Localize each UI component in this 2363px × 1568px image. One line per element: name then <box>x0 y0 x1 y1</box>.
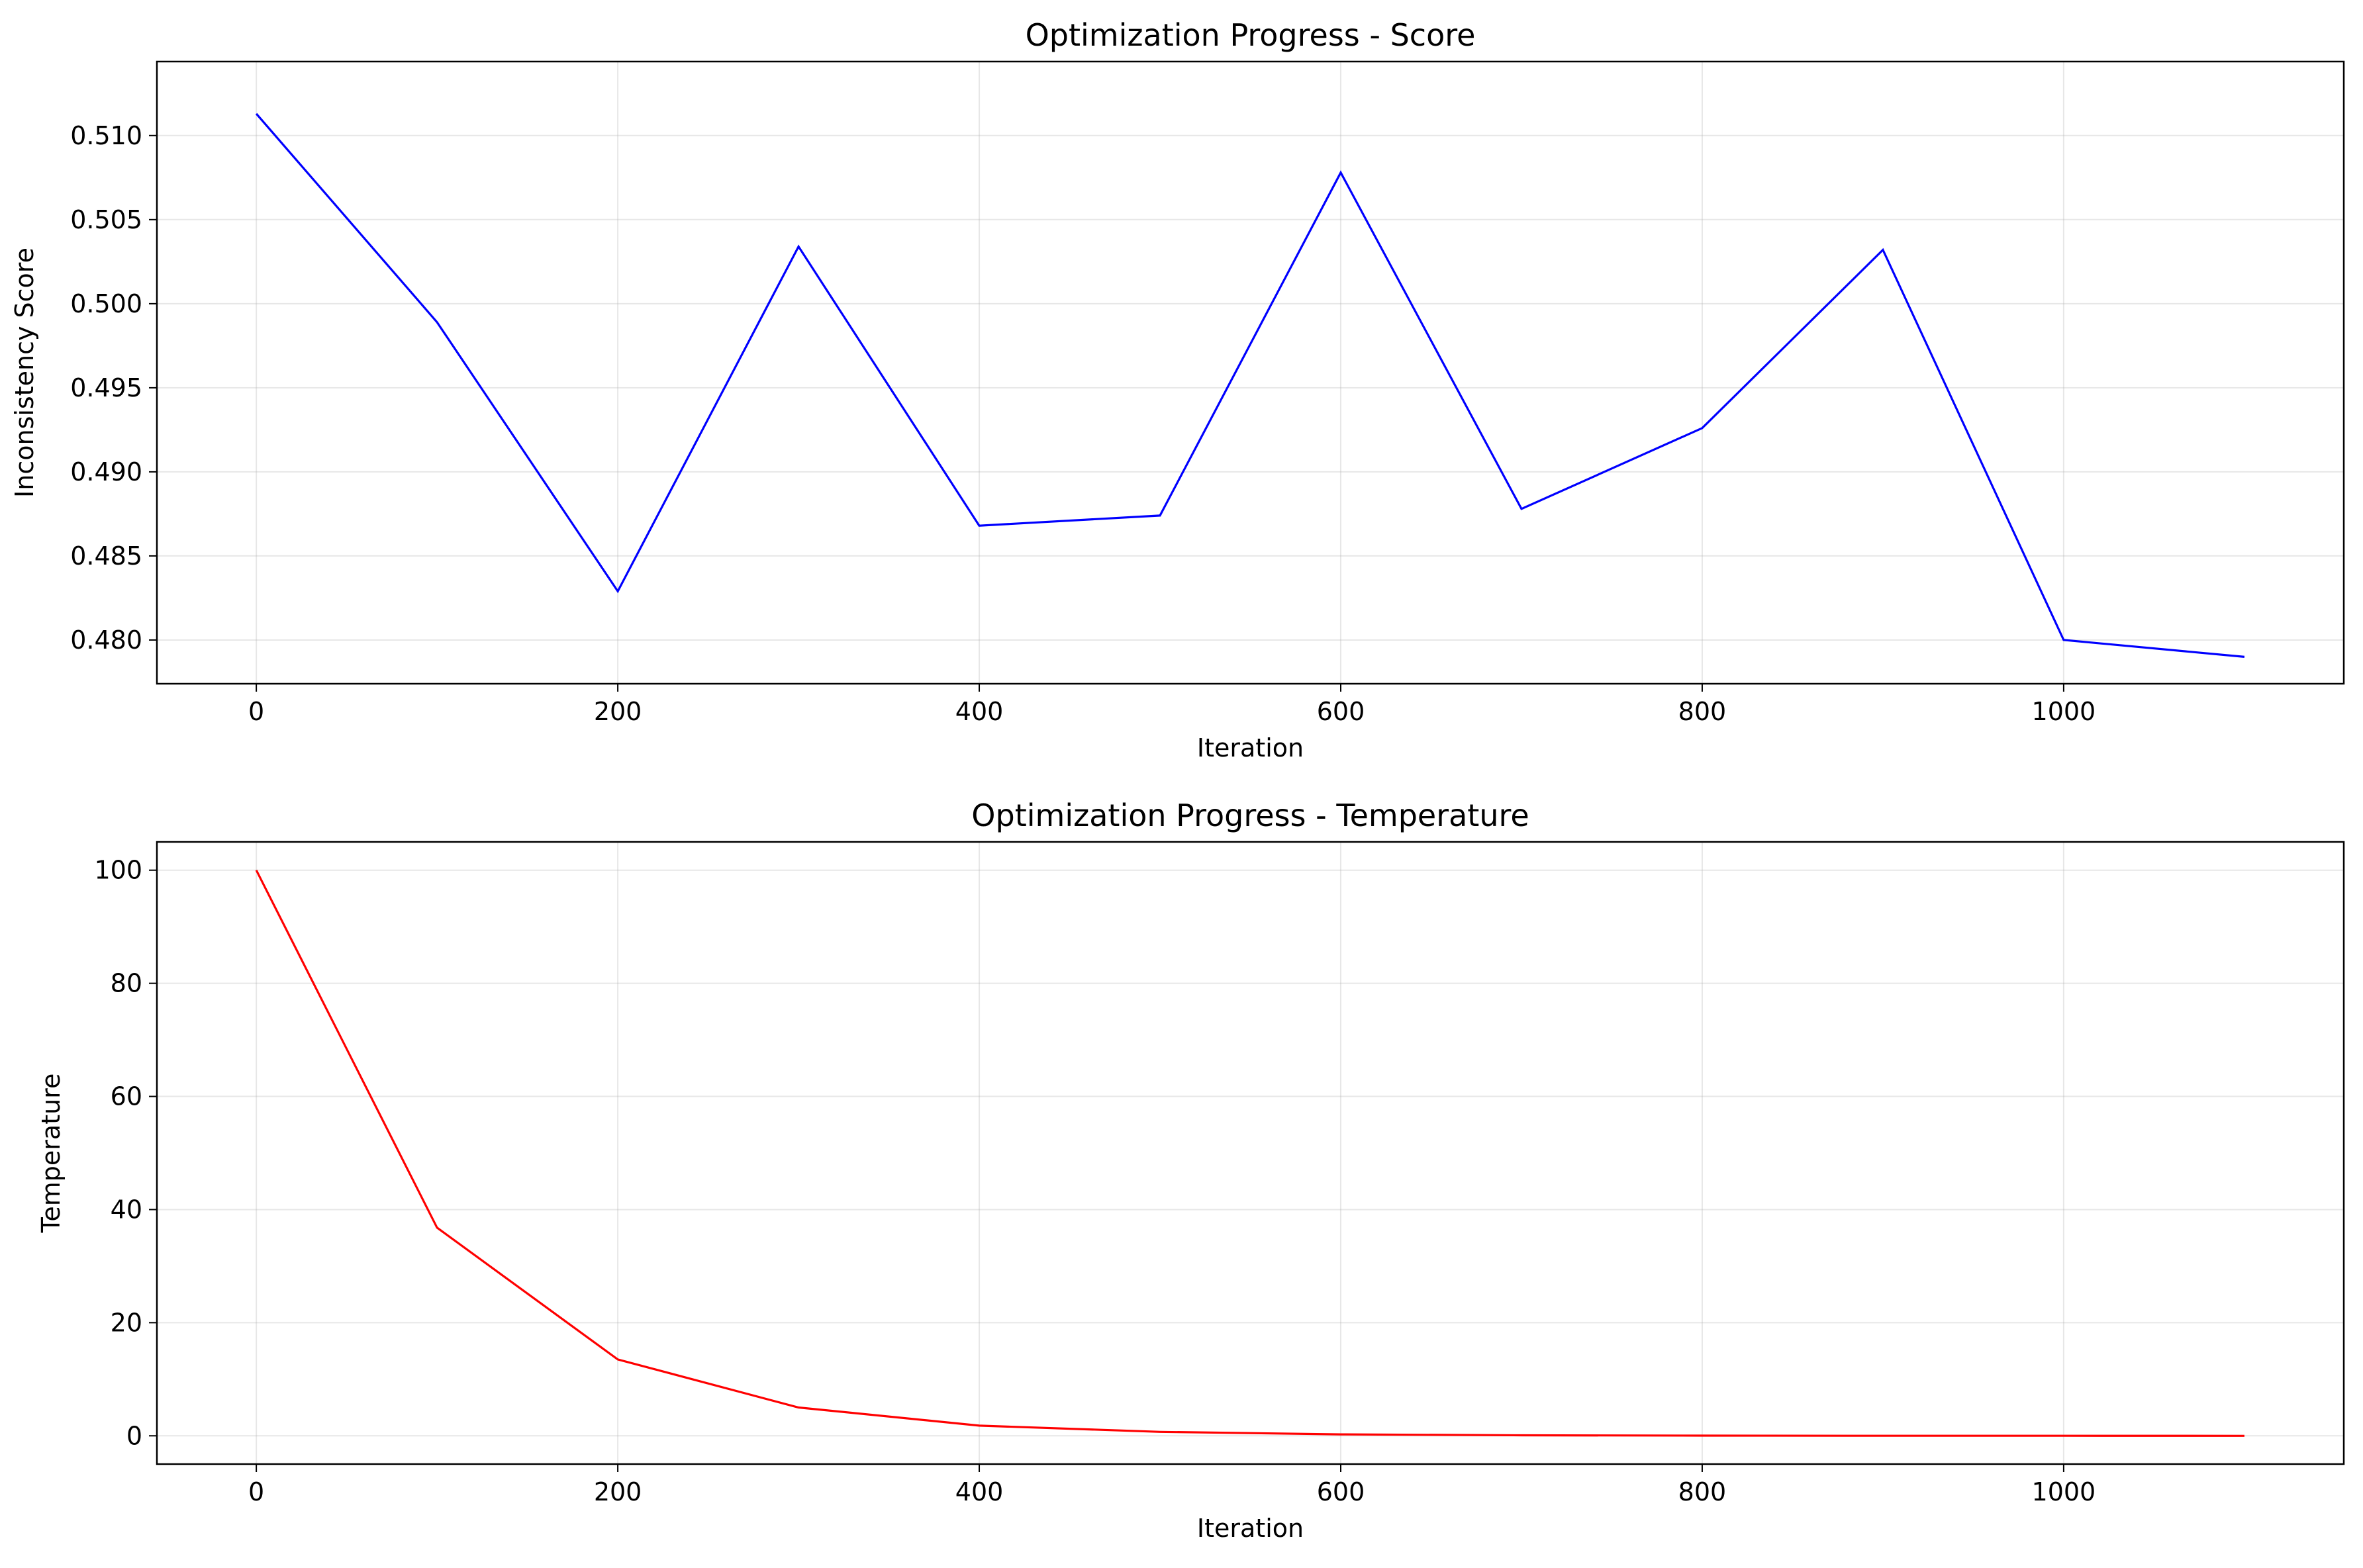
score-series-line <box>255 113 2245 658</box>
temperature-x-tick-label: 800 <box>1678 1477 1727 1506</box>
score-y-tick-label: 0.490 <box>70 457 142 486</box>
temperature-x-tick-label: 1000 <box>2032 1477 2096 1506</box>
temperature-y-tick-label: 0 <box>126 1421 142 1450</box>
score-x-tick-label: 200 <box>594 697 642 726</box>
score-chart: 0 200 400 600 800 1000 0.480 0.485 0.490 0.495 0.5… <box>10 17 2345 762</box>
score-grid <box>157 62 2344 684</box>
score-x-tick-label: 400 <box>955 697 1004 726</box>
score-x-tick-label: 800 <box>1678 697 1727 726</box>
temperature-y-tick-label: 40 <box>111 1195 142 1224</box>
score-ticks: 0 200 400 600 800 1000 0.480 0.485 0.490 0.495 0.5… <box>70 121 2096 726</box>
score-x-tick-label: 600 <box>1317 697 1365 726</box>
score-y-axis-label: Inconsistency Score <box>10 248 39 498</box>
temperature-y-tick-label: 20 <box>111 1308 142 1337</box>
temperature-x-tick-label: 600 <box>1317 1477 1365 1506</box>
temperature-y-tick-label: 100 <box>94 856 142 885</box>
temperature-y-tick-label: 60 <box>111 1082 142 1111</box>
temperature-axes-frame <box>156 841 2345 1465</box>
score-series <box>255 113 2245 658</box>
score-x-tick-label: 0 <box>248 697 264 726</box>
temperature-x-tick-label: 200 <box>594 1477 642 1506</box>
temperature-chart-title: Optimization Progress - Temperature <box>971 798 1529 833</box>
temperature-chart: 0 200 400 600 800 1000 0 20 40 60 80 100 Optimizati… <box>36 798 2345 1543</box>
temperature-ticks: 0 200 400 600 800 1000 0 20 40 60 80 100 <box>94 856 2096 1506</box>
temperature-x-tick-label: 400 <box>955 1477 1004 1506</box>
score-y-tick-label: 0.500 <box>70 289 142 318</box>
temperature-x-tick-label: 0 <box>248 1477 264 1506</box>
score-y-tick-label: 0.510 <box>70 121 142 150</box>
temperature-y-tick-label: 80 <box>111 969 142 998</box>
temperature-x-axis-label: Iteration <box>1197 1514 1304 1543</box>
score-axes-frame <box>156 60 2345 685</box>
temperature-series-line <box>255 869 2244 1437</box>
score-y-tick-label: 0.485 <box>70 541 142 571</box>
score-y-tick-label: 0.480 <box>70 625 142 655</box>
temperature-y-axis-label: Temperature <box>36 1074 66 1234</box>
score-x-axis-label: Iteration <box>1197 733 1304 762</box>
score-chart-title: Optimization Progress - Score <box>1026 17 1476 53</box>
score-y-tick-label: 0.505 <box>70 205 142 234</box>
temperature-series <box>255 869 2244 1437</box>
score-y-tick-label: 0.495 <box>70 373 142 402</box>
score-x-tick-label: 1000 <box>2032 697 2096 726</box>
